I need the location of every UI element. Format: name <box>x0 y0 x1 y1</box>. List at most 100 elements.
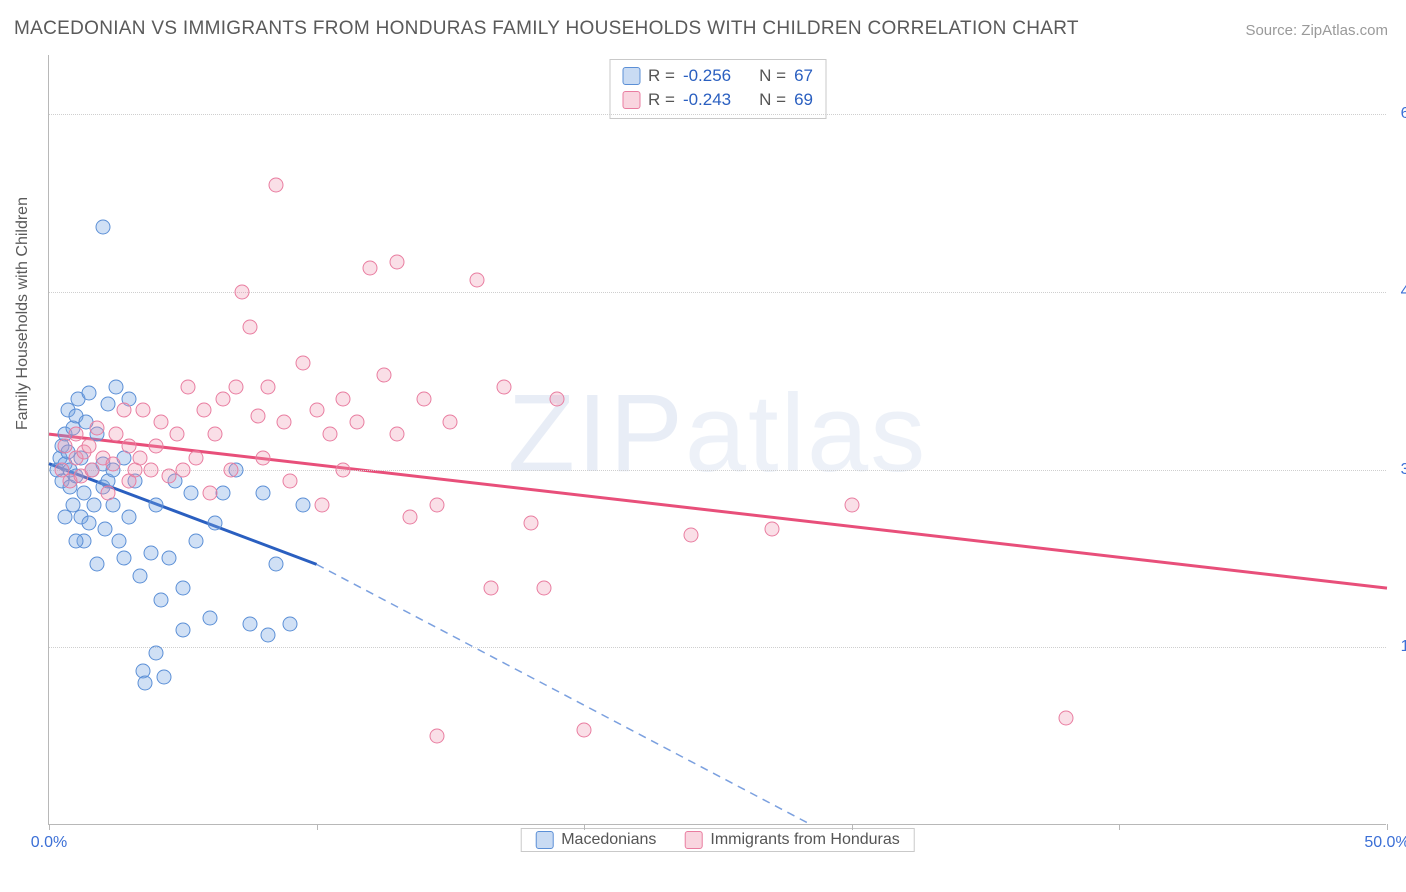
data-point <box>157 669 172 684</box>
data-point <box>84 462 99 477</box>
data-point <box>202 610 217 625</box>
x-tick-label: 0.0% <box>31 834 67 852</box>
data-point <box>261 379 276 394</box>
data-point <box>844 498 859 513</box>
y-tick-label: 60.0% <box>1391 105 1406 123</box>
data-point <box>183 486 198 501</box>
data-point <box>537 581 552 596</box>
data-point <box>98 521 113 536</box>
data-point <box>443 415 458 430</box>
legend-item-macedonians: Macedonians <box>535 831 656 849</box>
data-point <box>242 320 257 335</box>
data-point <box>550 391 565 406</box>
series-legend: Macedonians Immigrants from Honduras <box>520 828 915 852</box>
data-point <box>314 498 329 513</box>
x-tick <box>1119 824 1120 830</box>
data-point <box>242 616 257 631</box>
data-point <box>215 486 230 501</box>
data-point <box>149 646 164 661</box>
data-point <box>336 462 351 477</box>
data-point <box>197 403 212 418</box>
data-point <box>90 421 105 436</box>
data-point <box>108 427 123 442</box>
data-point <box>256 486 271 501</box>
data-point <box>296 356 311 371</box>
source-label: Source: ZipAtlas.com <box>1245 22 1388 39</box>
data-point <box>100 486 115 501</box>
data-point <box>82 515 97 530</box>
r-value-blue: -0.256 <box>683 64 731 88</box>
data-point <box>135 403 150 418</box>
data-point <box>470 273 485 288</box>
data-point <box>116 403 131 418</box>
data-point <box>322 427 337 442</box>
data-point <box>149 438 164 453</box>
data-point <box>175 462 190 477</box>
gridline <box>49 470 1386 471</box>
data-point <box>282 474 297 489</box>
data-point <box>430 498 445 513</box>
data-point <box>116 551 131 566</box>
swatch-blue <box>622 67 640 85</box>
data-point <box>175 622 190 637</box>
data-point <box>106 456 121 471</box>
n-value-blue: 67 <box>794 64 813 88</box>
data-point <box>376 367 391 382</box>
data-point <box>90 557 105 572</box>
data-point <box>269 557 284 572</box>
y-tick-label: 15.0% <box>1391 638 1406 656</box>
stat-row-macedonians: R = -0.256 N = 67 <box>622 64 813 88</box>
swatch-pink <box>684 831 702 849</box>
data-point <box>215 391 230 406</box>
data-point <box>207 427 222 442</box>
data-point <box>403 510 418 525</box>
data-point <box>111 533 126 548</box>
data-point <box>87 498 102 513</box>
data-point <box>282 616 297 631</box>
stat-row-honduras: R = -0.243 N = 69 <box>622 88 813 112</box>
plot-area: ZIPatlas R = -0.256 N = 67 R = -0.243 N … <box>48 55 1386 825</box>
data-point <box>389 427 404 442</box>
data-point <box>189 450 204 465</box>
data-point <box>207 515 222 530</box>
data-point <box>256 450 271 465</box>
data-point <box>68 533 83 548</box>
y-tick-label: 30.0% <box>1391 461 1406 479</box>
y-axis-label: Family Households with Children <box>14 197 32 430</box>
y-tick-label: 45.0% <box>1391 283 1406 301</box>
data-point <box>181 379 196 394</box>
data-point <box>296 498 311 513</box>
data-point <box>170 427 185 442</box>
data-point <box>175 581 190 596</box>
data-point <box>261 628 276 643</box>
data-point <box>1058 711 1073 726</box>
data-point <box>363 261 378 276</box>
legend-item-honduras: Immigrants from Honduras <box>684 831 899 849</box>
data-point <box>389 255 404 270</box>
data-point <box>202 486 217 501</box>
data-point <box>684 527 699 542</box>
data-point <box>577 723 592 738</box>
swatch-blue <box>535 831 553 849</box>
legend-label: Macedonians <box>561 831 656 849</box>
data-point <box>138 675 153 690</box>
legend-label: Immigrants from Honduras <box>710 831 899 849</box>
data-point <box>309 403 324 418</box>
data-point <box>349 415 364 430</box>
data-point <box>58 510 73 525</box>
data-point <box>162 551 177 566</box>
data-point <box>100 397 115 412</box>
data-point <box>416 391 431 406</box>
gridline <box>49 292 1386 293</box>
gridline <box>49 114 1386 115</box>
data-point <box>82 438 97 453</box>
x-tick <box>49 824 50 830</box>
data-point <box>223 462 238 477</box>
data-point <box>269 178 284 193</box>
data-point <box>764 521 779 536</box>
data-point <box>336 391 351 406</box>
gridline <box>49 647 1386 648</box>
data-point <box>82 385 97 400</box>
data-point <box>143 462 158 477</box>
data-point <box>108 379 123 394</box>
